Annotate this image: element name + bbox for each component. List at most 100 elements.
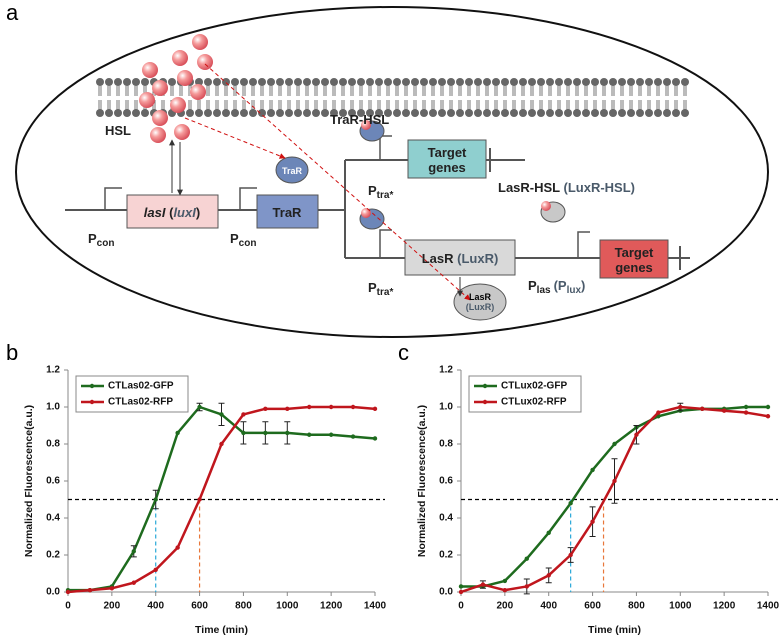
arrow bbox=[184, 117, 286, 159]
lipid-head bbox=[285, 109, 293, 117]
data-point bbox=[568, 501, 573, 506]
lipid-head bbox=[114, 109, 122, 117]
y-tick-label: 0.4 bbox=[439, 513, 453, 524]
lipid-head bbox=[447, 78, 455, 86]
lipid-head bbox=[168, 78, 176, 86]
data-point bbox=[612, 441, 617, 447]
lipid-head bbox=[195, 78, 203, 86]
hsl-ball bbox=[174, 124, 190, 140]
x-tick-label: 400 bbox=[540, 601, 557, 612]
gene-label: Target genes bbox=[428, 145, 467, 175]
data-point bbox=[153, 497, 158, 502]
label: (LuxR-HSL) bbox=[564, 180, 636, 195]
x-tick-label: 1400 bbox=[364, 601, 387, 612]
lipid-head bbox=[321, 78, 329, 86]
lipid-head bbox=[609, 78, 617, 86]
lipid-head bbox=[447, 109, 455, 117]
data-point bbox=[743, 410, 749, 415]
label: P bbox=[368, 280, 377, 295]
hsl-ball bbox=[152, 110, 168, 126]
lipid-head bbox=[195, 109, 203, 117]
lipid-head bbox=[663, 109, 671, 117]
lipid-head bbox=[654, 78, 662, 86]
data-point bbox=[765, 414, 771, 419]
lipid-head bbox=[411, 109, 419, 117]
data-point bbox=[634, 432, 639, 437]
data-point bbox=[241, 430, 246, 436]
data-point bbox=[197, 497, 202, 502]
label: luxI bbox=[173, 205, 196, 220]
data-point bbox=[87, 587, 93, 593]
y-tick-label: 0.6 bbox=[46, 476, 60, 487]
label: con bbox=[239, 238, 257, 249]
lipid-head bbox=[258, 78, 266, 86]
data-point bbox=[131, 580, 136, 585]
lipid-head bbox=[240, 109, 248, 117]
data-point bbox=[197, 404, 202, 410]
y-tick-label: 0.0 bbox=[46, 587, 60, 598]
lipid-head bbox=[474, 109, 482, 117]
lipid-head bbox=[555, 78, 563, 86]
data-point bbox=[590, 467, 595, 473]
lipid-head bbox=[312, 78, 320, 86]
data-point bbox=[307, 432, 312, 437]
gene-box bbox=[404, 239, 516, 276]
label: Target bbox=[615, 245, 654, 260]
lipid-head bbox=[636, 109, 644, 117]
hsl-ball bbox=[190, 84, 206, 100]
lipid-head bbox=[213, 78, 221, 86]
lipid-head bbox=[492, 109, 500, 117]
x-tick-label: 400 bbox=[147, 601, 164, 612]
lipid-head bbox=[501, 109, 509, 117]
lipid-head bbox=[240, 78, 248, 86]
data-point bbox=[480, 582, 486, 587]
x-tick-label: 200 bbox=[104, 601, 121, 612]
lipid-head bbox=[645, 78, 653, 86]
data-point bbox=[328, 404, 334, 410]
lipid-head bbox=[438, 109, 446, 117]
lipid-head bbox=[672, 109, 680, 117]
panel-label: b bbox=[6, 340, 18, 365]
data-point bbox=[153, 567, 158, 572]
membrane bbox=[96, 78, 689, 117]
lipid-head bbox=[420, 109, 428, 117]
lipid-head bbox=[105, 78, 113, 86]
lipid-head bbox=[456, 109, 464, 117]
chart: b 0.0 0.2 0.4 0.6 0.8 1.0 1.2 0 200 400 600 800 1000 1… bbox=[6, 340, 387, 636]
lipid-head bbox=[114, 78, 122, 86]
data-point bbox=[131, 549, 136, 554]
lipid-head bbox=[213, 109, 221, 117]
lipid-head bbox=[519, 78, 527, 86]
lipid-head bbox=[420, 78, 428, 86]
lipid-head bbox=[141, 78, 149, 86]
lipid-head bbox=[132, 78, 140, 86]
data-point bbox=[458, 589, 464, 595]
lipid-head bbox=[249, 109, 257, 117]
data-point bbox=[458, 584, 464, 589]
hsl-ball bbox=[142, 62, 158, 78]
label: las bbox=[537, 285, 551, 296]
lipid-head bbox=[555, 109, 563, 117]
lipid-head bbox=[591, 109, 599, 117]
hsl-ball bbox=[361, 120, 371, 130]
x-tick-label: 1200 bbox=[713, 601, 736, 612]
label: tra* bbox=[377, 190, 394, 201]
lipid-head bbox=[663, 78, 671, 86]
hsl-ball bbox=[139, 92, 155, 108]
lipid-head bbox=[204, 78, 212, 86]
data-point bbox=[328, 432, 334, 437]
lipid-head bbox=[330, 109, 338, 117]
y-tick-label: 1.2 bbox=[46, 365, 60, 376]
lipid-head bbox=[348, 109, 356, 117]
lipid-head bbox=[438, 78, 446, 86]
lipid-head bbox=[519, 109, 527, 117]
label: LasR-HSL (LuxR-HSL) bbox=[498, 180, 635, 195]
lipid-head bbox=[564, 109, 572, 117]
lipid-head bbox=[294, 109, 302, 117]
label: ( bbox=[165, 205, 174, 220]
lipid-head bbox=[429, 109, 437, 117]
lipid-head bbox=[600, 78, 608, 86]
data-point bbox=[263, 406, 268, 412]
lipid-head bbox=[546, 78, 554, 86]
